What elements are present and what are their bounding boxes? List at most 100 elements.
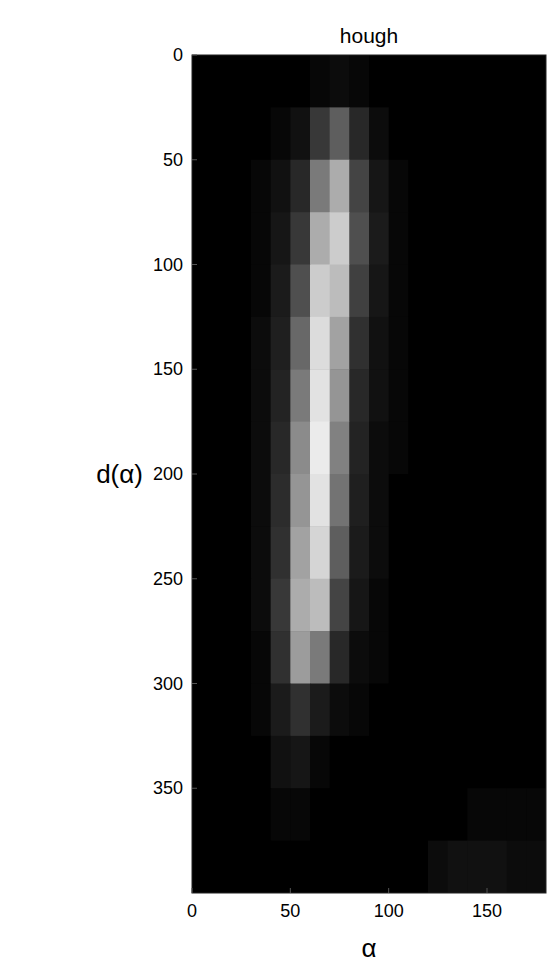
cell — [408, 422, 428, 475]
cell — [369, 265, 389, 318]
cell — [251, 736, 271, 789]
x-tick — [388, 888, 389, 893]
cell — [212, 736, 232, 789]
cell — [290, 579, 310, 632]
cell — [192, 841, 212, 893]
cell — [369, 474, 389, 527]
cell — [310, 736, 330, 789]
cell — [526, 265, 546, 318]
cell — [448, 265, 468, 318]
cell — [310, 160, 330, 213]
cell — [487, 55, 507, 108]
cell — [428, 474, 448, 527]
cell — [251, 788, 271, 841]
chart: 050100150200250300350050100150houghαd(α) — [0, 0, 553, 973]
cell — [251, 317, 271, 370]
cell — [467, 55, 487, 108]
cell — [448, 631, 468, 684]
cells — [192, 55, 546, 893]
cell — [487, 684, 507, 737]
cell — [526, 55, 546, 108]
cell — [271, 212, 291, 265]
cell — [389, 788, 409, 841]
cell — [408, 631, 428, 684]
cell — [487, 422, 507, 475]
cell — [271, 474, 291, 527]
cell — [448, 788, 468, 841]
cell — [192, 265, 212, 318]
cell — [231, 55, 251, 108]
cell — [231, 212, 251, 265]
cell — [507, 107, 527, 160]
cell — [428, 212, 448, 265]
cell — [526, 422, 546, 475]
cell — [487, 526, 507, 579]
cell — [290, 212, 310, 265]
cell — [251, 265, 271, 318]
cell — [212, 579, 232, 632]
cell — [467, 160, 487, 213]
cell — [389, 265, 409, 318]
cell — [349, 526, 369, 579]
cell — [526, 841, 546, 893]
cell — [231, 107, 251, 160]
cell — [212, 317, 232, 370]
cell — [231, 474, 251, 527]
cell — [290, 736, 310, 789]
cell — [369, 736, 389, 789]
cell — [310, 422, 330, 475]
cell — [507, 526, 527, 579]
cell — [251, 160, 271, 213]
cell — [389, 841, 409, 893]
cell — [408, 55, 428, 108]
y-tick-label: 0 — [173, 45, 183, 65]
cell — [507, 265, 527, 318]
cell — [212, 107, 232, 160]
cell — [369, 212, 389, 265]
cell — [526, 736, 546, 789]
cell — [526, 107, 546, 160]
cell — [212, 526, 232, 579]
cell — [271, 265, 291, 318]
cell — [192, 55, 212, 108]
cell — [330, 422, 350, 475]
cell — [310, 107, 330, 160]
cell — [369, 55, 389, 108]
cell — [290, 160, 310, 213]
cell — [369, 788, 389, 841]
cell — [369, 317, 389, 370]
cell — [487, 107, 507, 160]
cell — [310, 212, 330, 265]
cell — [212, 160, 232, 213]
cell — [369, 107, 389, 160]
cell — [330, 736, 350, 789]
cell — [428, 265, 448, 318]
cell — [349, 265, 369, 318]
cell — [192, 736, 212, 789]
cell — [389, 422, 409, 475]
cell — [349, 631, 369, 684]
cell — [389, 317, 409, 370]
cell — [290, 55, 310, 108]
cell — [290, 526, 310, 579]
cell — [330, 107, 350, 160]
cell — [310, 474, 330, 527]
cell — [310, 841, 330, 893]
cell — [349, 55, 369, 108]
cell — [526, 684, 546, 737]
cell — [271, 736, 291, 789]
cell — [251, 474, 271, 527]
cell — [310, 317, 330, 370]
y-tick — [192, 788, 197, 789]
y-tick — [192, 683, 197, 684]
cell — [330, 55, 350, 108]
y-tick-label: 250 — [153, 569, 183, 589]
cell — [526, 526, 546, 579]
cell — [349, 736, 369, 789]
cell — [408, 788, 428, 841]
cell — [192, 212, 212, 265]
cell — [349, 212, 369, 265]
cell — [408, 107, 428, 160]
y-tick — [192, 474, 197, 475]
cell — [487, 788, 507, 841]
